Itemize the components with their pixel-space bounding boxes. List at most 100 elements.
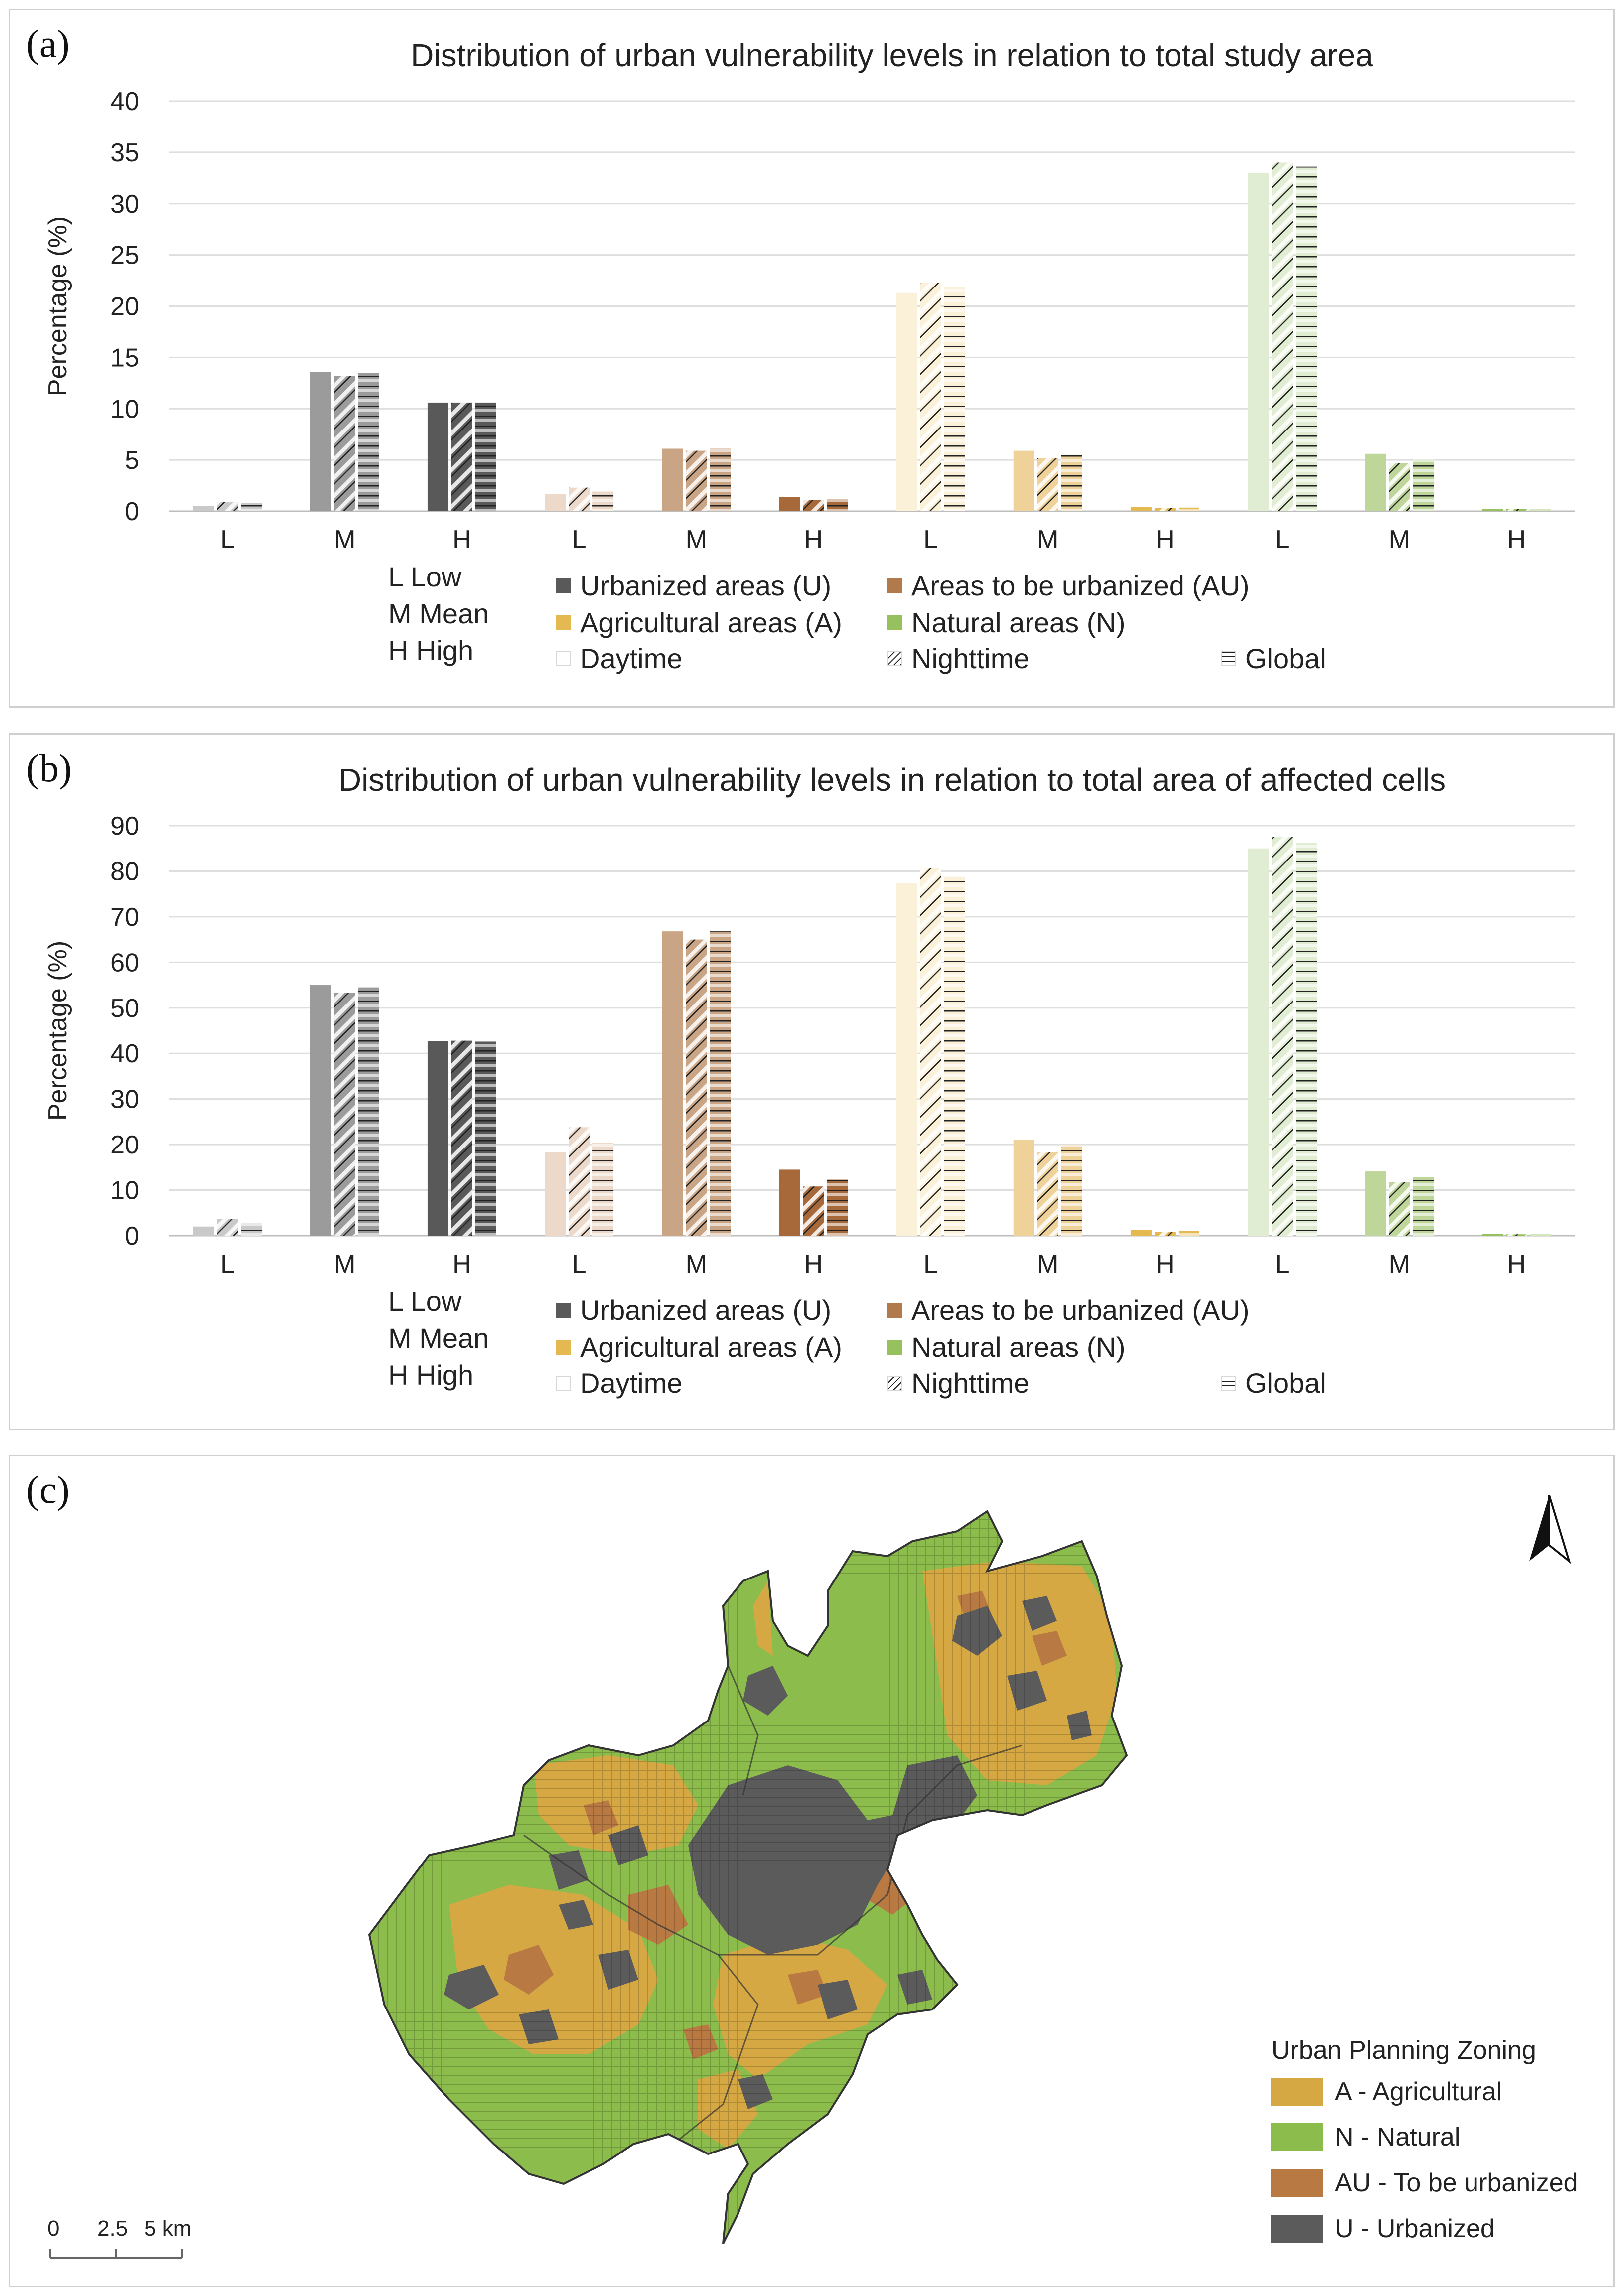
y-tick-label: 10 xyxy=(110,1176,139,1205)
legend-label-nighttime: Nighttime xyxy=(911,643,1030,674)
legend-nighttime: Nighttime xyxy=(887,1367,1030,1399)
bar-global xyxy=(358,373,379,511)
chart-panel-a: (a) Distribution of urban vulnerability … xyxy=(9,9,1615,708)
bar-daytime xyxy=(545,494,566,511)
x-tick-label: M xyxy=(686,525,707,554)
bar-daytime xyxy=(662,448,683,511)
x-tick-label: L xyxy=(572,1250,587,1279)
bar-nighttime xyxy=(334,376,355,511)
bar-daytime xyxy=(193,1226,214,1236)
legend-urbanized: Urbanized areas (U) xyxy=(556,1294,831,1326)
legend-swatch-urbanized xyxy=(556,1302,571,1318)
legend-label-urbanized: Urbanized areas (U) xyxy=(580,1294,832,1326)
scale-label-2-5: 2.5 xyxy=(97,2216,128,2241)
legend-label-nighttime: Nighttime xyxy=(911,1367,1030,1399)
y-tick-label: 60 xyxy=(110,948,139,977)
x-tick-label: L xyxy=(1275,1250,1290,1279)
y-tick-label: 70 xyxy=(110,903,139,932)
zoning-swatch-to-be-urbanized xyxy=(1271,2169,1323,2197)
level-legend-high: H High xyxy=(388,635,474,666)
x-tick-label: L xyxy=(923,525,938,554)
chart-title: Distribution of urban vulnerability leve… xyxy=(411,37,1373,73)
x-tick-label: M xyxy=(686,1250,707,1279)
bar-nighttime xyxy=(451,1040,472,1236)
legend-daytime: Daytime xyxy=(556,1367,682,1399)
x-tick-label: H xyxy=(1507,525,1526,554)
bar-global xyxy=(1178,1231,1199,1236)
bar-daytime xyxy=(193,506,214,511)
bar-nighttime xyxy=(1506,509,1527,511)
bar-daytime xyxy=(1365,453,1386,511)
map-cell-grid xyxy=(369,1511,1127,2244)
x-tick-label: M xyxy=(1037,525,1058,554)
bar-global xyxy=(944,287,965,511)
legend-global: Global xyxy=(1221,1367,1326,1399)
legend-swatch-nighttime xyxy=(887,1375,902,1391)
bar-daytime xyxy=(1130,1230,1152,1236)
bar-daytime xyxy=(1248,848,1269,1236)
panel-label-c: (c) xyxy=(26,1468,70,1511)
legend-swatch-to-be-urbanized xyxy=(887,578,902,593)
level-legend-mean: M Mean xyxy=(388,1322,489,1354)
bar-nighttime xyxy=(569,487,590,511)
bar-daytime xyxy=(310,985,331,1236)
x-tick-label: L xyxy=(220,1250,235,1279)
bar-daytime xyxy=(427,402,448,511)
bar-global xyxy=(358,987,379,1236)
bar-global xyxy=(475,1041,496,1236)
bar-global xyxy=(1061,454,1082,511)
x-tick-label: H xyxy=(1156,525,1175,554)
bar-global xyxy=(1061,1145,1082,1236)
y-tick-label: 20 xyxy=(110,1131,139,1159)
bar-nighttime xyxy=(217,502,238,511)
chart-panel-b: (b) Distribution of urban vulnerability … xyxy=(9,733,1615,1430)
bar-nighttime xyxy=(334,993,355,1236)
x-tick-label: H xyxy=(804,525,823,554)
bar-daytime xyxy=(1482,1234,1503,1236)
y-tick-label: 20 xyxy=(110,292,139,321)
bar-daytime xyxy=(662,931,683,1236)
legend-label-to-be-urbanized: Areas to be urbanized (AU) xyxy=(911,1294,1250,1326)
bar-chart-a: Distribution of urban vulnerability leve… xyxy=(43,37,1575,554)
x-tick-label: H xyxy=(1507,1250,1526,1279)
bar-nighttime xyxy=(217,1219,238,1236)
y-tick-label: 5 xyxy=(125,446,139,475)
zoning-label-natural: N - Natural xyxy=(1335,2123,1461,2152)
bar-global xyxy=(827,1179,848,1236)
x-tick-label: M xyxy=(1037,1250,1058,1279)
x-tick-label: M xyxy=(1389,1250,1410,1279)
legend-swatch-natural xyxy=(887,1339,902,1355)
bar-nighttime xyxy=(686,450,707,511)
legend-natural: Natural areas (N) xyxy=(887,606,1125,639)
bar-daytime xyxy=(779,1169,800,1236)
chart-title: Distribution of urban vulnerability leve… xyxy=(338,762,1446,798)
bar-nighttime xyxy=(1037,1152,1058,1236)
zoning-swatch-natural xyxy=(1271,2123,1323,2151)
panel-label-a: (a) xyxy=(26,22,70,65)
bar-nighttime xyxy=(920,283,941,511)
bar-daytime xyxy=(427,1041,448,1236)
y-tick-label: 90 xyxy=(110,812,139,841)
level-legend-b: L Low M Mean H High xyxy=(388,1283,489,1394)
bar-global xyxy=(827,499,848,511)
legend-swatch-global xyxy=(1221,651,1236,666)
bar-nighttime xyxy=(803,500,824,511)
legend-swatch-natural xyxy=(887,615,902,630)
y-tick-label: 40 xyxy=(110,87,139,116)
y-tick-label: 30 xyxy=(110,190,139,219)
bar-daytime xyxy=(896,883,917,1236)
legend-agricultural: Agricultural areas (A) xyxy=(556,606,842,639)
legend-label-agricultural: Agricultural areas (A) xyxy=(580,1331,842,1363)
x-tick-label: M xyxy=(334,525,355,554)
legend-swatch-global xyxy=(1221,1375,1236,1391)
x-tick-label: H xyxy=(804,1250,823,1279)
legend-swatch-agricultural xyxy=(556,1339,571,1355)
y-tick-label: 0 xyxy=(125,1222,139,1251)
bar-global xyxy=(944,876,965,1236)
zoning-label-urbanized: U - Urbanized xyxy=(1335,2214,1495,2243)
bar-global xyxy=(1178,507,1199,511)
bar-global xyxy=(592,490,614,511)
bar-global xyxy=(241,503,262,511)
legend-nighttime: Nighttime xyxy=(887,642,1030,675)
zoning-legend-natural: N - Natural xyxy=(1271,2122,1460,2152)
